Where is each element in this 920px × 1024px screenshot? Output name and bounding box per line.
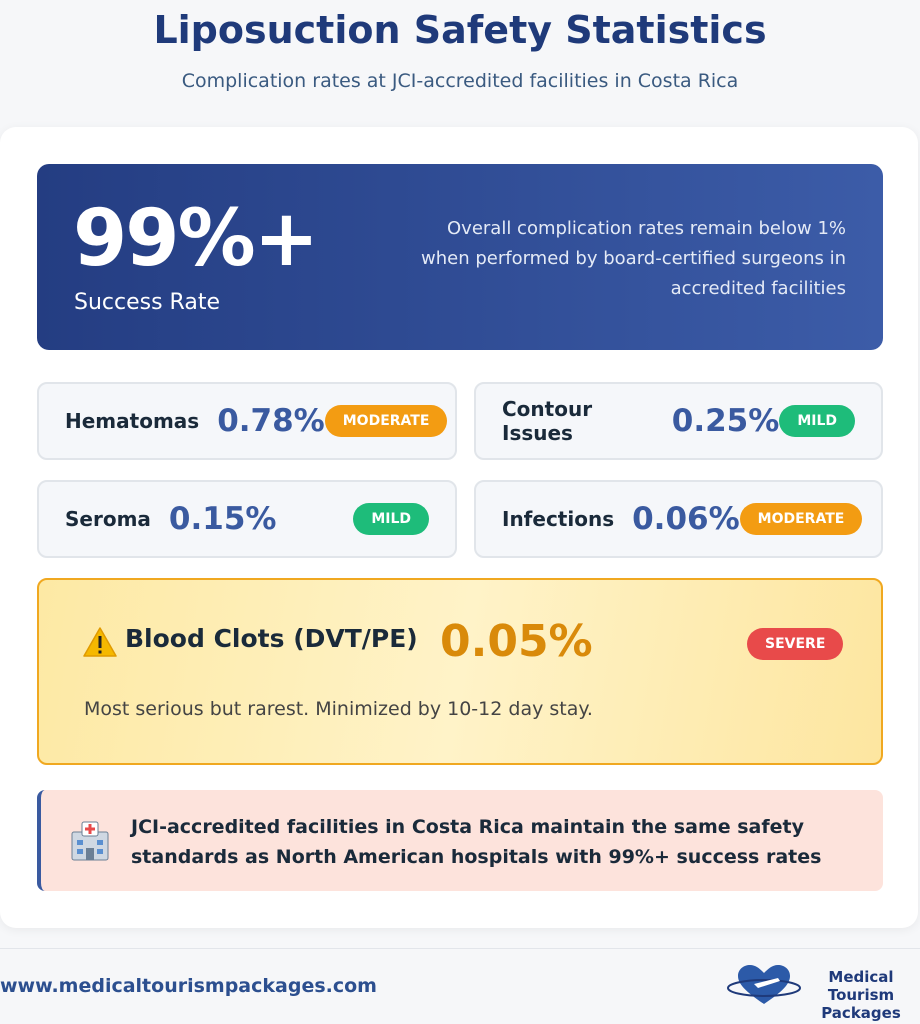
alert-note: Most serious but rarest. Minimized by 10… (84, 698, 593, 720)
logo-line: Medical Tourism (827, 968, 895, 1004)
stat-card: Seroma 0.15% MILD (37, 480, 457, 558)
badge: SEVERE (747, 628, 844, 660)
logo-icon (727, 965, 801, 1004)
hero-panel: 99%+ Success Rate Overall complication r… (37, 164, 883, 350)
badge: MODERATE (739, 503, 863, 535)
hospital-icon (71, 821, 109, 861)
logo-line: Packages (821, 1004, 901, 1022)
stat-name: Hematomas (65, 409, 200, 433)
hero-label: Success Rate (74, 290, 220, 315)
alert-value: 0.05% (440, 616, 593, 667)
warning-icon (83, 627, 117, 657)
stat-name: Infections (502, 507, 615, 531)
stat-value: 0.78% (217, 403, 325, 439)
stat-value: 0.06% (632, 501, 740, 537)
info-panel: JCI-accredited facilities in Costa Rica … (37, 790, 883, 891)
badge: MILD (353, 503, 429, 535)
hero-text: Overall complication rates remain below … (421, 218, 846, 299)
alert-panel: Blood Clots (DVT/PE) 0.05% SEVERE Most s… (37, 578, 883, 765)
badge: MILD (779, 405, 855, 437)
alert-title: Blood Clots (DVT/PE) (125, 624, 418, 653)
stat-card: Hematomas 0.78% MODERATE (37, 382, 457, 460)
stat-card: Contour Issues 0.25% MILD (474, 382, 883, 460)
info-text: JCI-accredited facilities in Costa Rica … (131, 816, 822, 868)
stat-value: 0.25% (671, 403, 780, 439)
logo-text: Medical Tourism Packages (802, 968, 920, 1022)
stat-card: Infections 0.06% MODERATE (474, 480, 883, 558)
footer-url[interactable]: www.medicaltourismpackages.com (0, 975, 377, 997)
divider (0, 948, 920, 949)
hero-value: 99%+ (73, 194, 319, 284)
title: Liposuction Safety Statistics (153, 8, 767, 52)
stat-value: 0.15% (168, 501, 277, 537)
stat-name: Contour Issues (502, 397, 593, 445)
stat-name: Seroma (65, 507, 151, 531)
badge: MODERATE (324, 405, 448, 437)
subtitle: Complication rates at JCI-accredited fac… (181, 70, 739, 92)
